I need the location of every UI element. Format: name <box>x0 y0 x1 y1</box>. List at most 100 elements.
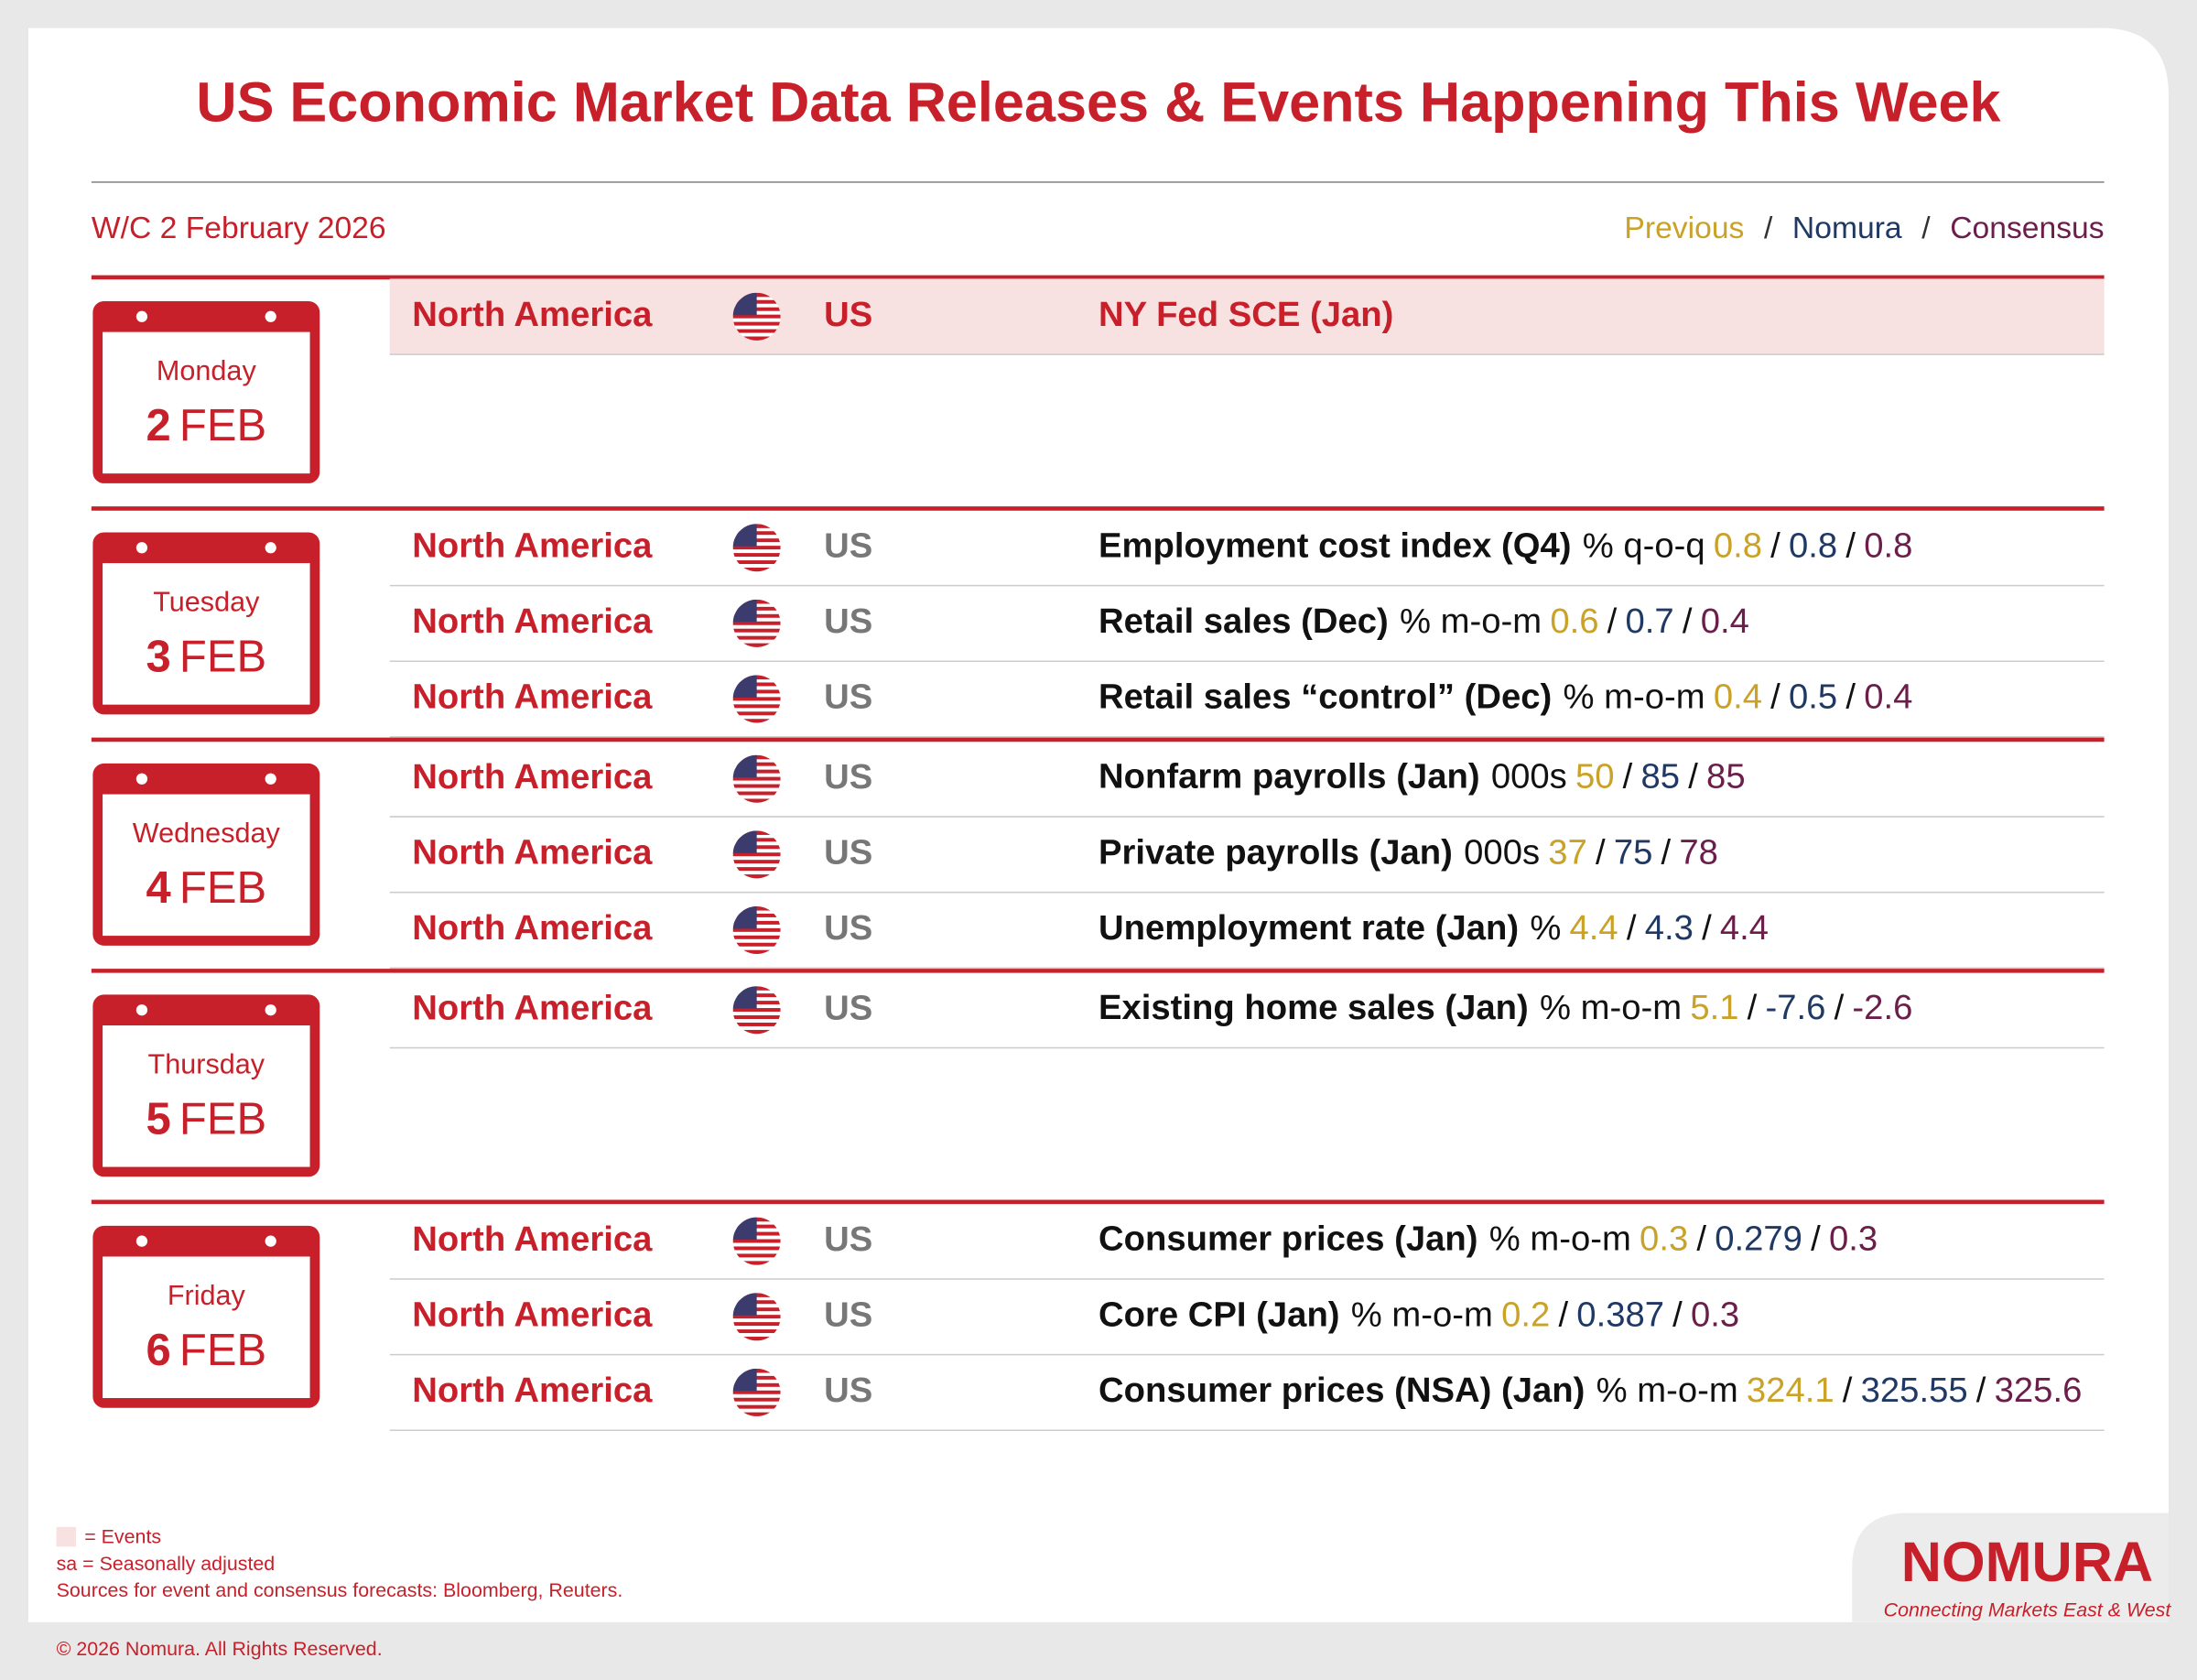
region: North America <box>412 1219 653 1259</box>
previous-value: 0.6 <box>1550 602 1598 641</box>
flag <box>733 1369 781 1416</box>
tagline: Connecting Markets East & West <box>1884 1599 2172 1620</box>
country: US <box>824 1219 872 1259</box>
consensus-value: 85 <box>1706 757 1746 797</box>
release: Retail sales (Dec)% m-o-m 0.6/0.7/0.4 <box>1098 602 1749 641</box>
consensus-value: 0.3 <box>1829 1219 1878 1259</box>
previous-value: 324.1 <box>1747 1371 1834 1410</box>
release: Nonfarm payrolls (Jan) 000s 50/85/85 <box>1098 757 1746 797</box>
country: US <box>824 526 872 565</box>
calendar-inner <box>103 1256 310 1399</box>
separator: / <box>1623 757 1633 797</box>
flag <box>733 986 781 1034</box>
schedule: Monday 2 FEB North America US NY Fed SCE (Jan… <box>91 275 2105 1431</box>
date: 5 FEB <box>146 1095 267 1144</box>
legend-consensus: Consensus <box>1950 211 2104 245</box>
previous-value: 5.1 <box>1690 988 1738 1027</box>
separator: / <box>1672 1295 1683 1334</box>
calendar-inner <box>103 794 310 937</box>
release: Core CPI (Jan)% m-o-m 0.2/0.387/0.3 <box>1098 1295 1739 1334</box>
region: North America <box>412 677 653 717</box>
calendar-ring <box>265 773 276 785</box>
unit: % m-o-m <box>1540 988 1682 1027</box>
release-name: Retail sales (Dec) <box>1098 602 1389 641</box>
region: North America <box>412 295 653 334</box>
nomura-value: 4.3 <box>1645 908 1694 948</box>
previous-value: 37 <box>1548 832 1587 872</box>
date: 2 FEB <box>146 401 267 450</box>
date: 4 FEB <box>146 863 267 913</box>
calendar-ring <box>265 1004 276 1016</box>
previous-value: 0.4 <box>1714 677 1762 717</box>
release-name: NY Fed SCE (Jan) <box>1098 295 1393 334</box>
calendar-ring <box>265 1235 276 1247</box>
release: Existing home sales (Jan) % m-o-m 5.1 /-7.6… <box>1098 988 1912 1027</box>
separator: / <box>1702 908 1712 948</box>
calendar-ring <box>265 310 276 322</box>
unit: 000s <box>1491 757 1567 797</box>
release: Private payrolls (Jan) 000s 37/75/78 <box>1098 832 1718 872</box>
country: US <box>824 295 872 334</box>
calendar-inner <box>103 331 310 474</box>
nomura-value: 0.387 <box>1576 1295 1664 1334</box>
region: North America <box>412 988 653 1027</box>
separator: / <box>1834 988 1845 1027</box>
consensus-value: -2.6 <box>1852 988 1912 1027</box>
flag <box>733 676 781 723</box>
nomura-value: 0.5 <box>1789 677 1837 717</box>
copyright: © 2026 Nomura. All Rights Reserved. <box>57 1638 383 1660</box>
release-name: Core CPI (Jan) <box>1098 1295 1340 1334</box>
flag <box>733 755 781 803</box>
release: NY Fed SCE (Jan) <box>1098 295 1393 334</box>
unit: % m-o-m <box>1489 1219 1631 1259</box>
unit: % m-o-m <box>1400 602 1542 641</box>
month: FEB <box>179 863 266 913</box>
weekday: Monday <box>157 355 257 386</box>
title: US Economic Market Data Releases & Event… <box>196 70 2001 133</box>
consensus-value: 0.8 <box>1864 526 1912 565</box>
calendar-ring <box>135 1004 148 1016</box>
unit: % m-o-m <box>1351 1295 1493 1334</box>
day: 4 <box>146 863 171 913</box>
nomura-value: 85 <box>1641 757 1681 797</box>
previous-value: 4.4 <box>1570 908 1618 948</box>
date: 6 FEB <box>146 1326 267 1375</box>
nomura-value: 0.8 <box>1789 526 1837 565</box>
flag <box>733 1218 781 1265</box>
unit: % m-o-m <box>1596 1371 1738 1410</box>
flag <box>733 1293 781 1340</box>
separator: / <box>1627 908 1637 948</box>
weekday: Wednesday <box>133 818 281 849</box>
country: US <box>824 988 872 1027</box>
country: US <box>824 757 872 797</box>
calendar-ring <box>135 310 148 322</box>
release-name: Employment cost index (Q4) <box>1098 526 1571 565</box>
unit: % <box>1530 908 1561 948</box>
release: Retail sales “control” (Dec)% m-o-m 0.4/0… <box>1098 677 1912 717</box>
region: North America <box>412 757 653 797</box>
flag <box>733 600 781 647</box>
separator: / <box>1688 757 1698 797</box>
country: US <box>824 677 872 717</box>
note: = Events <box>84 1526 161 1548</box>
separator: / <box>1811 1219 1821 1259</box>
consensus-value: 325.6 <box>1995 1371 2083 1410</box>
month: FEB <box>179 633 266 682</box>
unit: % m-o-m <box>1564 677 1705 717</box>
consensus-value: 78 <box>1679 832 1718 872</box>
separator: / <box>1748 988 1758 1027</box>
country: US <box>824 908 872 948</box>
release-name: Consumer prices (NSA) (Jan) <box>1098 1371 1585 1410</box>
country: US <box>824 602 872 641</box>
release: Consumer prices (Jan)% m-o-m 0.3/0.279/0.… <box>1098 1219 1878 1259</box>
release: Consumer prices (NSA) (Jan)% m-o-m 324.1/… <box>1098 1371 2082 1410</box>
previous-value: 0.3 <box>1640 1219 1688 1259</box>
previous-value: 50 <box>1575 757 1615 797</box>
calendar-ring <box>135 773 148 785</box>
legend-previous: Previous <box>1624 211 1744 245</box>
release-name: Retail sales “control” (Dec) <box>1098 677 1552 717</box>
day: 3 <box>146 633 171 682</box>
weekday: Tuesday <box>153 587 260 618</box>
date: 3 FEB <box>146 633 267 682</box>
